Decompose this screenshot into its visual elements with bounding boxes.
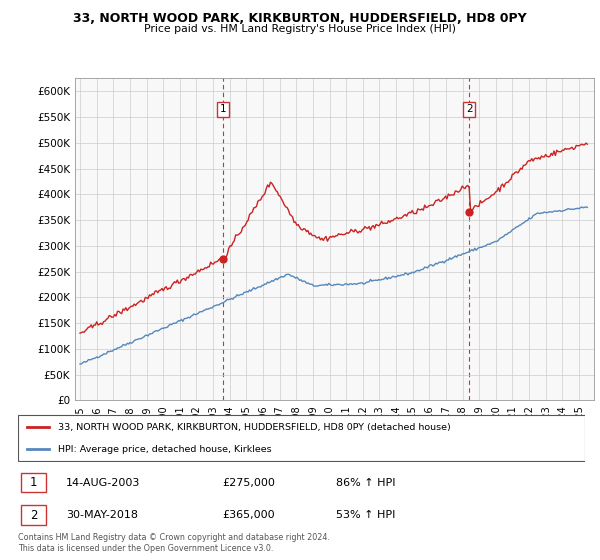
Text: Price paid vs. HM Land Registry's House Price Index (HPI): Price paid vs. HM Land Registry's House … <box>144 24 456 34</box>
Text: £365,000: £365,000 <box>222 510 275 520</box>
Text: 1: 1 <box>30 477 37 489</box>
Text: 30-MAY-2018: 30-MAY-2018 <box>66 510 138 520</box>
Text: 33, NORTH WOOD PARK, KIRKBURTON, HUDDERSFIELD, HD8 0PY (detached house): 33, NORTH WOOD PARK, KIRKBURTON, HUDDERS… <box>58 423 451 432</box>
Text: 53% ↑ HPI: 53% ↑ HPI <box>335 510 395 520</box>
Text: 86% ↑ HPI: 86% ↑ HPI <box>335 478 395 488</box>
Text: 2: 2 <box>30 508 37 521</box>
Text: 33, NORTH WOOD PARK, KIRKBURTON, HUDDERSFIELD, HD8 0PY: 33, NORTH WOOD PARK, KIRKBURTON, HUDDERS… <box>73 12 527 25</box>
FancyBboxPatch shape <box>21 505 46 525</box>
Text: £275,000: £275,000 <box>222 478 275 488</box>
Text: 14-AUG-2003: 14-AUG-2003 <box>66 478 140 488</box>
Text: 2: 2 <box>466 104 473 114</box>
FancyBboxPatch shape <box>18 416 585 461</box>
Text: HPI: Average price, detached house, Kirklees: HPI: Average price, detached house, Kirk… <box>58 445 271 454</box>
FancyBboxPatch shape <box>21 473 46 492</box>
Text: Contains HM Land Registry data © Crown copyright and database right 2024.
This d: Contains HM Land Registry data © Crown c… <box>18 533 330 553</box>
Text: 1: 1 <box>220 104 227 114</box>
